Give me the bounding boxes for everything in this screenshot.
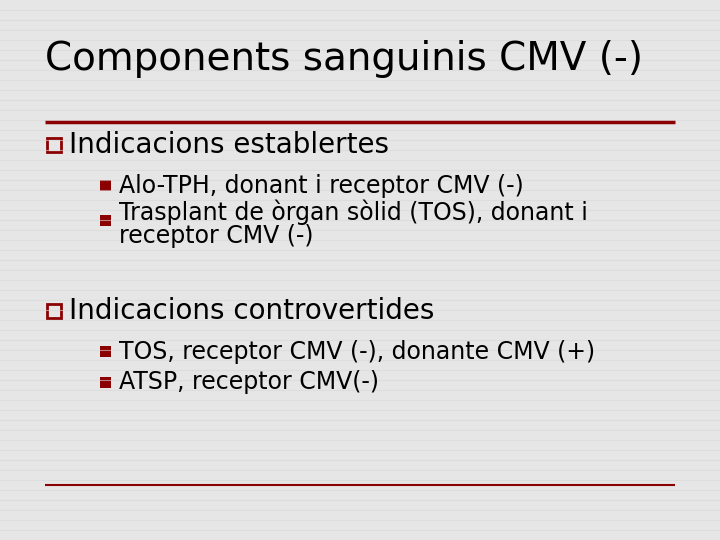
Text: receptor CMV (-): receptor CMV (-): [119, 224, 313, 248]
Text: ATSP, receptor CMV(-): ATSP, receptor CMV(-): [119, 370, 379, 395]
Text: Indicacions establertes: Indicacions establertes: [69, 131, 389, 159]
FancyBboxPatch shape: [100, 215, 111, 226]
Text: Components sanguinis CMV (-): Components sanguinis CMV (-): [45, 40, 643, 78]
Text: Trasplant de òrgan sòlid (TOS), donant i: Trasplant de òrgan sòlid (TOS), donant i: [119, 199, 588, 225]
FancyBboxPatch shape: [100, 180, 111, 191]
FancyBboxPatch shape: [100, 377, 111, 388]
Text: Alo-TPH, donant i receptor CMV (-): Alo-TPH, donant i receptor CMV (-): [119, 173, 523, 198]
FancyBboxPatch shape: [100, 346, 111, 357]
Text: Indicacions controvertides: Indicacions controvertides: [69, 297, 434, 325]
Text: TOS, receptor CMV (-), donante CMV (+): TOS, receptor CMV (-), donante CMV (+): [119, 340, 595, 363]
